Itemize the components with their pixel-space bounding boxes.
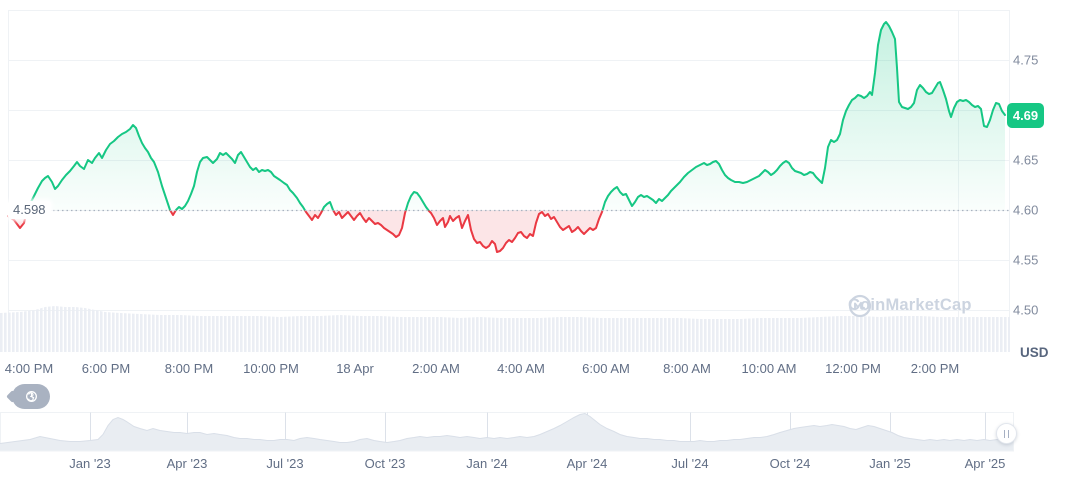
y-axis-tick: 4.50 (1013, 302, 1039, 318)
timeline-label: Apr '23 (166, 456, 208, 471)
watching-count-badge[interactable]: 3 (6, 384, 50, 409)
x-axis-tick: 2:00 AM (412, 361, 460, 376)
y-axis-tick: 4.60 (1013, 202, 1039, 218)
price-area-above-baseline (8, 22, 1005, 211)
bubble-tail (6, 390, 19, 403)
y-axis-tick: 4.65 (1013, 152, 1039, 168)
x-axis-tick: 4:00 AM (497, 361, 545, 376)
timeline-label: Jul '24 (671, 456, 709, 471)
x-axis-tick: 12:00 PM (825, 361, 881, 376)
history-clock-icon (25, 391, 37, 402)
x-axis-tick: 6:00 PM (81, 361, 131, 376)
timeline-label: Apr '25 (964, 456, 1006, 471)
timeline-label: Oct '24 (769, 456, 811, 471)
volume-bars (0, 306, 1010, 352)
timeline-label: Jan '24 (466, 456, 508, 471)
current-price-badge: 4.69 (1007, 103, 1044, 128)
timeline-label: Oct '23 (364, 456, 406, 471)
x-axis-tick: 8:00 AM (663, 361, 711, 376)
x-axis-tick: 10:00 PM (243, 361, 299, 376)
minimap-area (0, 413, 1013, 451)
x-axis-tick: 8:00 PM (164, 361, 214, 376)
timeline-label: Apr '24 (566, 456, 608, 471)
minimap-drag-handle[interactable] (996, 423, 1017, 444)
y-axis-tick: 4.55 (1013, 252, 1039, 268)
price-line-down (7, 210, 604, 253)
price-line-up (25, 21, 1006, 211)
price-area-below-baseline (8, 210, 1005, 252)
y-axis-tick: 4.75 (1013, 52, 1039, 68)
baseline-price-label: 4.598 (8, 201, 51, 219)
timeline-label: Jul '23 (266, 456, 304, 471)
x-axis-tick: 2:00 PM (910, 361, 960, 376)
main-chart[interactable] (0, 0, 1010, 356)
handle-grip-bar (1007, 429, 1010, 438)
timeline-minimap[interactable] (0, 408, 1014, 454)
x-axis-tick: 10:00 AM (741, 361, 797, 376)
x-axis-tick: 4:00 PM (4, 361, 54, 376)
currency-unit-label: USD (1020, 345, 1049, 360)
x-axis-tick: 6:00 AM (582, 361, 630, 376)
minimap-envelope-line (0, 412, 1013, 444)
timeline-label: Jan '25 (869, 456, 911, 471)
timeline-label: Jan '23 (69, 456, 111, 471)
handle-grip-bar (1003, 429, 1006, 438)
x-axis-tick: 18 Apr (336, 361, 374, 376)
